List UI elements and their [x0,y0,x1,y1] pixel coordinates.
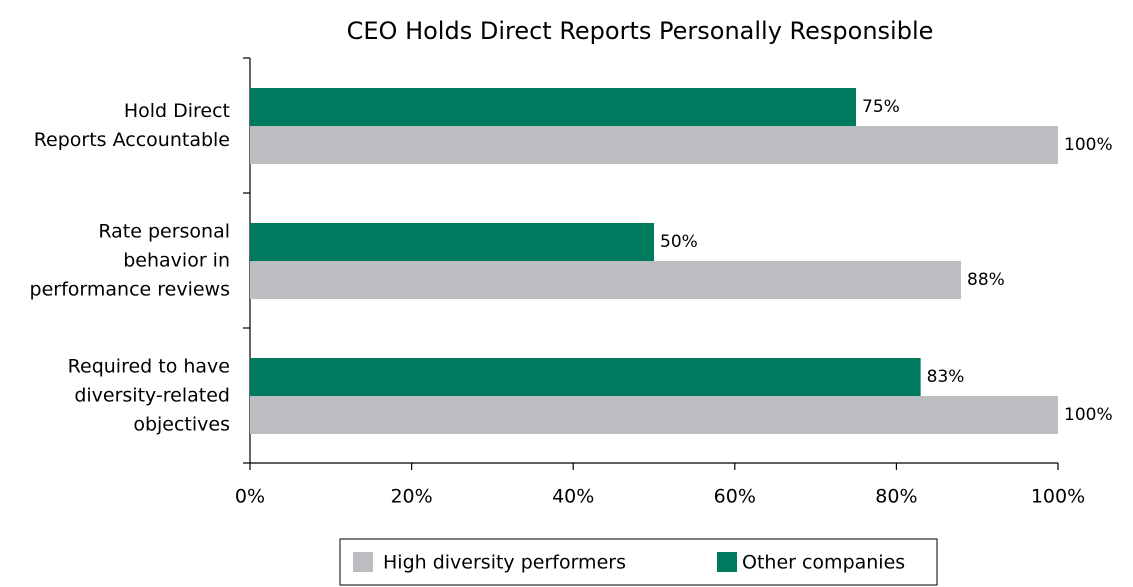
legend-swatch [717,552,737,572]
x-tick-label: 100% [1031,486,1085,508]
category-label: Required to have diversity-related objecti… [68,355,230,435]
x-tick-label: 40% [552,486,594,508]
category-line: Hold Direct [124,100,230,122]
bar [250,88,856,126]
x-tick-label: 20% [390,486,432,508]
bar [250,126,1058,164]
category-line: objectives [133,413,230,435]
category-line: performance reviews [30,278,230,300]
category-line: behavior in [123,249,230,271]
category-line: Rate personal [98,220,230,242]
x-tick-label: 60% [714,486,756,508]
chart-title: CEO Holds Direct Reports Personally Resp… [347,17,934,45]
bar [250,358,921,396]
legend-label: Other companies [742,552,905,574]
value-label: 88% [967,270,1005,290]
x-tick-label: 80% [875,486,917,508]
bar [250,261,962,299]
category-label: Rate personal behavior in performance revi… [30,220,230,300]
value-label: 83% [927,367,965,387]
value-label: 100% [1064,405,1113,425]
category-line: diversity-related [74,384,230,406]
category-line: Required to have [68,355,230,377]
category-label: Hold Direct Reports Accountable [34,100,230,151]
bar [250,223,654,261]
category-line: Reports Accountable [34,129,230,151]
legend-swatch [353,552,373,572]
value-label: 50% [660,232,698,252]
bar [250,396,1058,434]
value-label: 100% [1064,135,1113,155]
legend-box [339,538,938,586]
legend-label: High diversity performers [383,552,626,574]
x-tick-label: 0% [235,486,265,508]
value-label: 75% [862,97,900,117]
